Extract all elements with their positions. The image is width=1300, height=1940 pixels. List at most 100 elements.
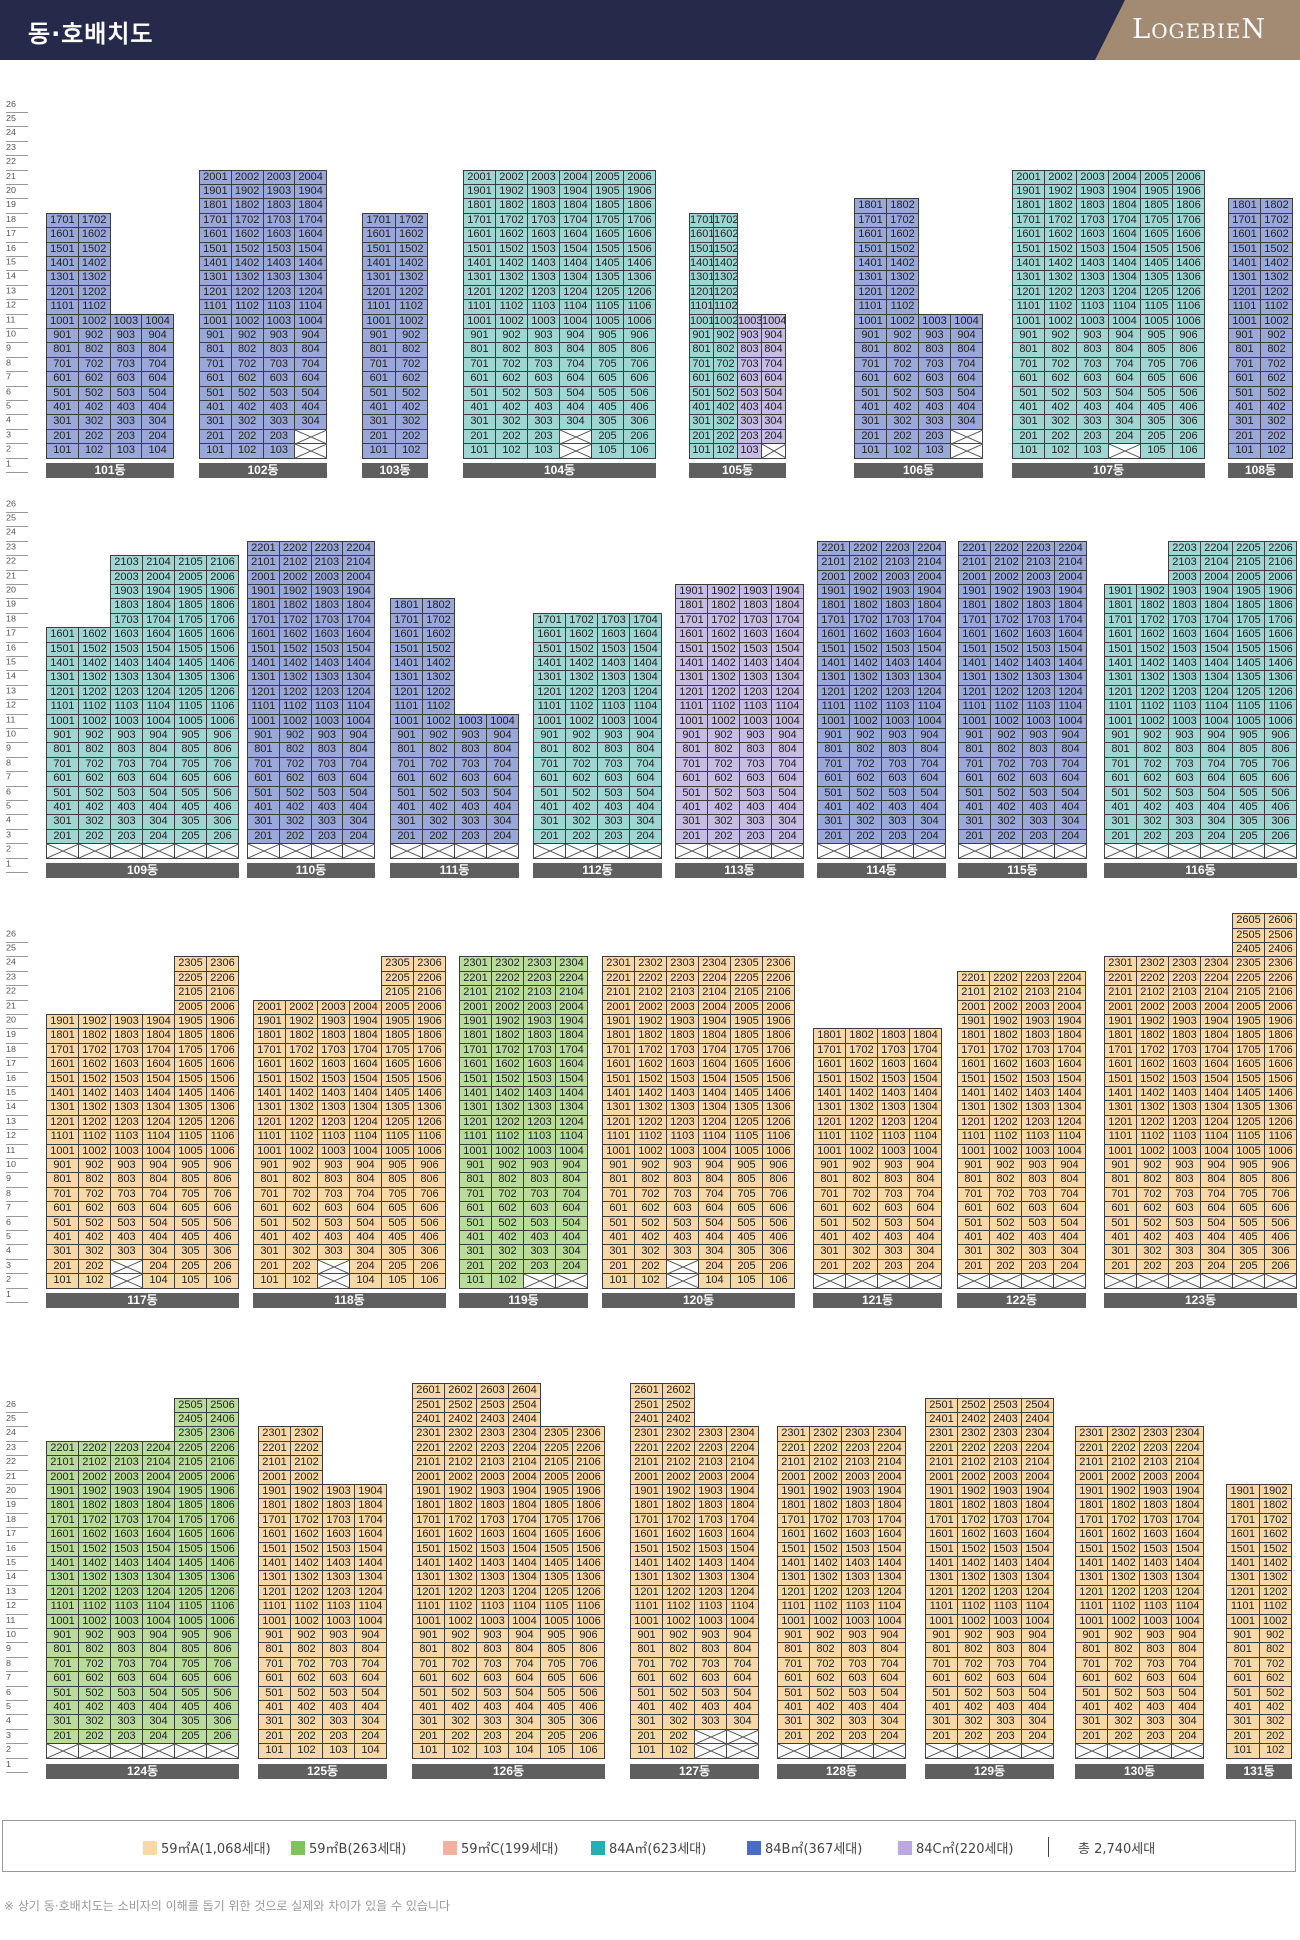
unit-cell[interactable]: 2004 (1054, 569, 1087, 585)
unit-cell[interactable]: 1504 (342, 641, 375, 657)
unit-cell[interactable]: 602 (989, 1201, 1022, 1217)
unit-cell[interactable]: 904 (698, 1158, 731, 1174)
unit-cell[interactable]: 802 (78, 1172, 111, 1188)
unit-cell[interactable]: 2004 (698, 999, 731, 1015)
unit-cell[interactable]: 904 (1021, 1628, 1054, 1644)
unit-cell[interactable]: 2104 (1021, 1455, 1054, 1471)
unit-cell[interactable]: 901 (1104, 728, 1137, 744)
unit-cell[interactable]: 1803 (666, 1028, 699, 1044)
unit-cell[interactable]: 602 (1260, 371, 1293, 387)
unit-cell[interactable]: 1201 (675, 684, 708, 701)
unit-cell[interactable]: 202 (495, 428, 528, 445)
unit-cell[interactable]: 1902 (707, 584, 740, 600)
unit-cell[interactable]: 1601 (1228, 227, 1261, 243)
unit-cell[interactable]: 1003 (523, 1143, 556, 1159)
unit-cell[interactable]: 1102 (1258, 1599, 1292, 1615)
unit-cell[interactable]: 703 (666, 1186, 699, 1203)
unit-cell[interactable]: 1601 (1104, 1057, 1137, 1073)
unit-cell[interactable]: 2104 (1171, 1455, 1204, 1471)
unit-cell[interactable]: 902 (422, 728, 455, 744)
unit-cell[interactable]: 505 (1140, 385, 1173, 401)
unit-cell[interactable]: 703 (1168, 1186, 1201, 1203)
unit-cell[interactable]: 404 (698, 1230, 731, 1246)
unit-cell[interactable]: 404 (141, 400, 174, 416)
unit-cell[interactable]: 1503 (1168, 1071, 1201, 1087)
unit-cell[interactable]: 303 (1139, 1714, 1172, 1730)
unit-cell[interactable]: 1701 (533, 612, 566, 629)
unit-cell[interactable]: 104 (142, 1273, 175, 1289)
unit-cell[interactable]: 1805 (540, 1498, 573, 1514)
unit-cell[interactable]: 303 (597, 814, 630, 830)
unit-cell[interactable]: 1401 (459, 1086, 492, 1102)
unit-cell[interactable]: 506 (206, 785, 239, 801)
unit-cell[interactable]: 503 (317, 1215, 350, 1231)
unit-cell[interactable]: 1502 (394, 241, 428, 257)
unit-cell[interactable]: 1304 (629, 670, 662, 686)
unit-cell[interactable]: 505 (174, 785, 207, 801)
unit-cell[interactable]: 2201 (258, 1440, 291, 1457)
unit-cell[interactable]: 105 (174, 1273, 207, 1289)
unit-cell[interactable]: 2304 (698, 956, 731, 972)
unit-cell[interactable]: 502 (422, 785, 455, 801)
unit-cell[interactable]: 1102 (565, 699, 598, 715)
unit-cell[interactable]: 1003 (1139, 1613, 1172, 1629)
unit-cell[interactable]: 204 (1171, 1728, 1204, 1745)
unit-cell[interactable]: 205 (381, 1258, 414, 1275)
unit-cell[interactable]: 403 (597, 800, 630, 816)
unit-cell[interactable]: 1302 (1107, 1570, 1140, 1586)
unit-cell[interactable]: 1504 (1054, 641, 1087, 657)
unit-cell[interactable]: 2105 (381, 985, 414, 1001)
unit-cell[interactable]: 1405 (540, 1556, 573, 1572)
unit-cell[interactable]: 304 (349, 1244, 382, 1260)
unit-cell[interactable]: 801 (1104, 1172, 1137, 1188)
unit-cell[interactable]: 1201 (1226, 1584, 1260, 1601)
unit-cell[interactable]: 604 (909, 1201, 942, 1217)
unit-cell[interactable]: 2003 (841, 1469, 874, 1485)
unit-cell[interactable]: 1503 (523, 1071, 556, 1087)
unit-cell[interactable]: 303 (262, 414, 296, 430)
unit-cell[interactable]: 2003 (476, 1469, 509, 1485)
unit-cell[interactable]: 803 (737, 342, 762, 358)
unit-cell[interactable]: 703 (881, 756, 914, 773)
unit-cell[interactable]: 706 (762, 1186, 795, 1203)
unit-cell[interactable]: 704 (349, 1186, 382, 1203)
unit-cell[interactable]: 304 (629, 814, 662, 830)
unit-cell[interactable]: 1205 (730, 1114, 763, 1131)
unit-cell[interactable]: 1902 (662, 1484, 695, 1500)
unit-cell[interactable]: 2205 (174, 1440, 207, 1457)
unit-cell[interactable]: 1702 (634, 1042, 667, 1059)
unit-cell[interactable]: 2002 (444, 1469, 477, 1485)
unit-cell[interactable]: 2202 (809, 1440, 842, 1457)
unit-cell[interactable]: 203 (737, 428, 762, 445)
unit-cell[interactable]: 2202 (989, 970, 1022, 987)
unit-cell[interactable]: 301 (817, 814, 850, 830)
unit-cell[interactable]: 2104 (913, 555, 946, 571)
unit-cell[interactable]: 301 (602, 1244, 635, 1260)
unit-cell[interactable]: 102 (230, 443, 264, 459)
unit-cell[interactable]: 802 (662, 1642, 695, 1658)
unit-cell[interactable]: 1403 (989, 1556, 1022, 1572)
unit-cell[interactable]: 701 (1104, 756, 1137, 773)
unit-cell[interactable]: 402 (990, 800, 1023, 816)
unit-cell[interactable]: 1202 (1044, 284, 1077, 301)
unit-cell[interactable]: 403 (1021, 1230, 1054, 1246)
unit-cell[interactable]: 201 (1104, 828, 1137, 845)
unit-cell[interactable]: 901 (777, 1628, 810, 1644)
unit-cell[interactable]: 202 (285, 1258, 318, 1275)
unit-cell[interactable]: 2301 (459, 956, 492, 972)
unit-cell[interactable]: 1404 (142, 1086, 175, 1102)
unit-cell[interactable]: 902 (278, 728, 312, 744)
unit-cell[interactable]: 503 (110, 1215, 143, 1231)
unit-cell[interactable]: 1504 (142, 641, 175, 657)
unit-cell[interactable]: 1205 (174, 1114, 207, 1131)
unit-cell[interactable]: 901 (1012, 328, 1045, 344)
unit-cell[interactable]: 802 (989, 1172, 1022, 1188)
unit-cell[interactable]: 206 (1172, 428, 1205, 445)
unit-cell[interactable]: 2305 (174, 956, 207, 972)
unit-cell[interactable]: 1203 (1022, 684, 1055, 701)
unit-cell[interactable]: 206 (572, 1728, 605, 1745)
unit-cell[interactable]: 2103 (841, 1455, 874, 1471)
unit-cell[interactable]: 203 (1168, 828, 1201, 845)
unit-cell[interactable]: 1402 (713, 256, 738, 272)
unit-cell[interactable]: 304 (698, 1244, 731, 1260)
